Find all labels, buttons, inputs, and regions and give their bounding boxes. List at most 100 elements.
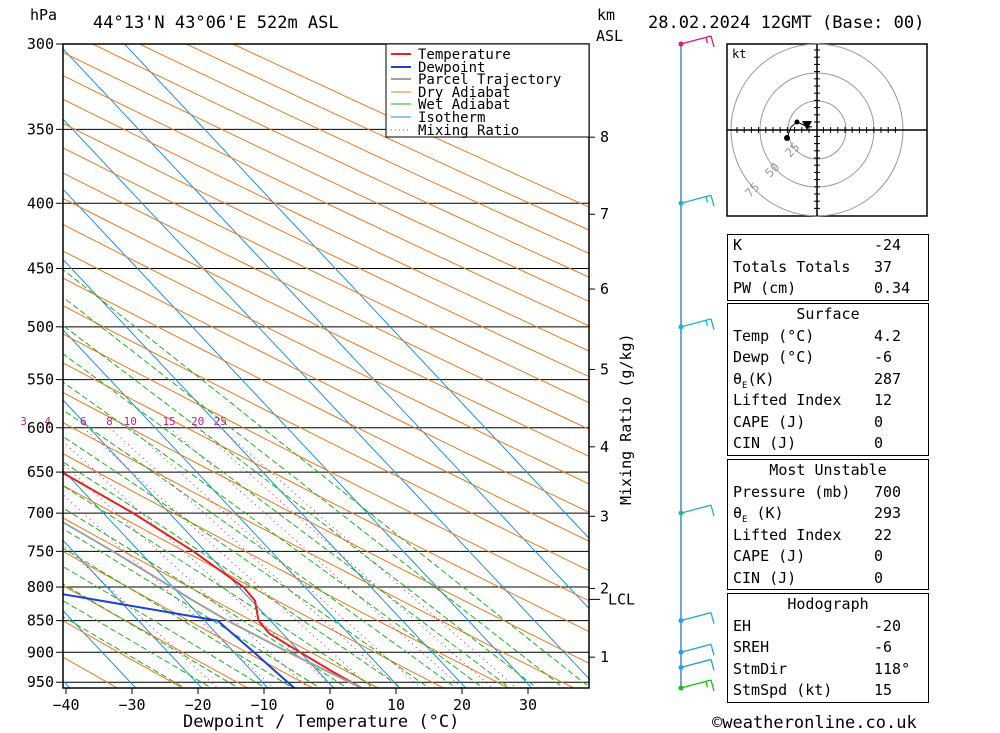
km-label: 2 <box>600 579 609 597</box>
wet-adiabat-line <box>63 461 403 688</box>
wind-barb-full <box>710 644 715 656</box>
temperature-axis: −40 −30 −20 −10 0 10 20 30 <box>52 688 537 714</box>
dry-adiabat-line <box>63 305 589 572</box>
mu-title: Most Unstable <box>769 461 887 479</box>
dry-adiabat-line <box>63 197 589 457</box>
wind-barb-shaft <box>680 658 712 669</box>
mu-li-row: Lifted Index 22 <box>733 525 893 544</box>
dry-adiabat-line <box>139 44 589 255</box>
dry-adiabat-line <box>63 147 589 404</box>
eh-row: EH -20 <box>733 616 902 635</box>
profile-series <box>63 471 362 688</box>
pressure-tick-label: 650 <box>27 463 54 481</box>
km-axis: 8 7 6 5 4 3 2 1 LCL <box>589 128 635 666</box>
mixing-ratio-line <box>63 463 309 688</box>
temperature-tick-label: 0 <box>325 696 334 714</box>
pressure-tick-label: 750 <box>27 542 54 560</box>
surface-cape-row: CAPE (J) 0 <box>733 412 884 431</box>
mixing-ratio-label: 10 <box>124 415 137 428</box>
surface-title: Surface <box>796 305 860 323</box>
legend: Temperature Dewpoint Parcel Trajectory D… <box>385 43 590 139</box>
temperature-line <box>63 471 362 688</box>
mu-theta-row: θE (K) 293 <box>733 504 902 525</box>
wind-barb-shaft <box>680 504 712 514</box>
dry-adiabat-line <box>186 44 589 231</box>
wet-adiabat-line <box>63 435 430 688</box>
dry-adiabat-line <box>63 250 589 513</box>
wet-adiabat-line <box>63 528 321 688</box>
wind-barb-shaft <box>680 643 712 653</box>
run-time: 28.02.2024 12GMT (Base: 00) <box>648 13 924 33</box>
km-label: 5 <box>600 360 609 378</box>
temperature-tick-label: 20 <box>453 696 471 714</box>
dry-adiabat-line <box>63 277 589 542</box>
mixing-ratio-lines <box>63 427 517 688</box>
isotherm-line <box>63 48 589 610</box>
wind-barb-full <box>710 318 715 330</box>
wind-barb-full <box>710 195 715 207</box>
dewpoint-line <box>63 593 295 688</box>
legend-wet-adiabat: Wet Adiabat <box>418 97 511 113</box>
stmspd-row: StmSpd (kt) 15 <box>733 681 893 699</box>
mixing-ratio-label: 8 <box>106 415 113 428</box>
dry-adiabat-line <box>63 75 589 327</box>
isotherm-line <box>63 329 401 688</box>
wind-barb-shaft <box>680 611 712 622</box>
mixing-ratio-label: 4 <box>45 415 52 428</box>
mixing-ratio-axis-label: Mixing Ratio (g/kg) <box>617 333 635 505</box>
stmdir-row: StmDir 118° <box>733 659 911 678</box>
dry-adiabat-line <box>63 51 589 302</box>
wind-barb-full <box>710 504 715 517</box>
dry-adiabat-line <box>63 656 118 688</box>
mixing-ratio-label: 3 <box>20 415 27 428</box>
pressure-tick-label: 800 <box>27 578 54 596</box>
pressure-tick-label: 450 <box>27 259 54 277</box>
location-title: 44°13'N 43°06'E 522m ASL <box>93 13 339 33</box>
plot-area <box>0 44 589 691</box>
wind-barb-half <box>705 681 709 688</box>
isotherm-line <box>63 469 269 688</box>
surface-table: Surface Temp (°C) 4.2 Dewp (°C) -6 θE(K) 28… <box>727 303 929 456</box>
temperature-tick-label: −30 <box>118 696 145 714</box>
wet-adiabat-lines <box>63 268 589 688</box>
legend-dewpoint: Dewpoint <box>418 60 485 76</box>
dry-adiabat-line <box>63 223 589 485</box>
surface-temp-row: Temp (°C) 4.2 <box>733 326 902 345</box>
wind-barb-full <box>710 612 715 624</box>
isotherm-line <box>0 44 6 691</box>
hodograph: kt 25 50 75 <box>726 43 928 217</box>
surface-theta-row: θE(K) 287 <box>733 369 902 391</box>
temperature-tick-label: −20 <box>184 696 211 714</box>
km-label: 3 <box>600 507 609 525</box>
isotherm-line <box>63 118 589 680</box>
dry-adiabat-line <box>63 362 589 633</box>
wind-barb-half <box>705 196 709 203</box>
totals-totals-row: Totals Totals 37 <box>733 257 893 276</box>
dry-adiabat-line <box>63 517 379 688</box>
mixing-ratio-line <box>63 544 218 688</box>
altitude-unit-asl: ASL <box>596 27 623 45</box>
mixing-ratio-label: 15 <box>163 415 176 428</box>
dry-adiabat-line <box>63 172 589 430</box>
hodo-title: Hodograph <box>787 595 869 613</box>
pressure-tick-label: 500 <box>27 318 54 336</box>
isotherm-line <box>63 399 335 688</box>
legend-temperature: Temperature <box>418 47 511 63</box>
wet-adiabat-line <box>63 324 538 688</box>
isotherm-line <box>124 44 589 539</box>
wet-adiabat-line <box>63 381 484 688</box>
pressure-tick-label: 300 <box>27 35 54 53</box>
wet-adiabat-line <box>63 296 565 688</box>
wind-barb-half <box>705 37 709 44</box>
x-axis-label: Dewpoint / Temperature (°C) <box>183 712 459 732</box>
isobar-lines <box>63 44 589 683</box>
dry-adiabat-line <box>63 422 575 688</box>
pressure-tick-label: 350 <box>27 120 54 138</box>
indices-table: K -24 Totals Totals 37 PW (cm) 0.34 <box>727 234 929 301</box>
isotherm-line <box>63 539 203 688</box>
wind-barb-full <box>710 35 715 48</box>
km-label: 7 <box>600 205 609 223</box>
dry-adiabat-line <box>63 550 314 688</box>
wind-barb-full <box>710 659 715 671</box>
temperature-tick-label: 30 <box>519 696 537 714</box>
